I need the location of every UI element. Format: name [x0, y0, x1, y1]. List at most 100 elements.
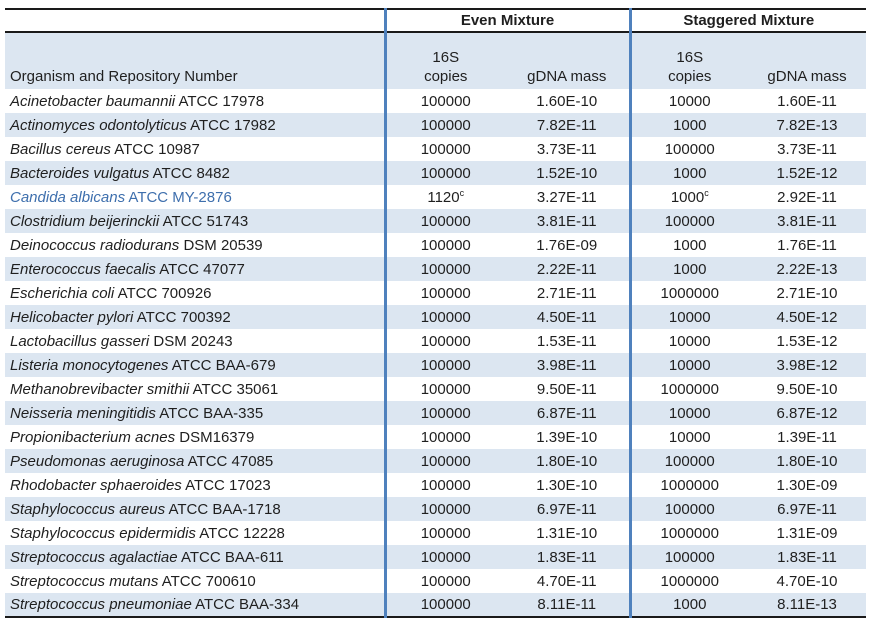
organism-cell: Deinococcus radiodurans DSM 20539: [5, 233, 385, 257]
even-16s-copies-cell: 100000: [383, 593, 505, 618]
staggered-gdna-mass-cell: 1.60E-11: [777, 92, 837, 110]
table-row: Escherichia coli ATCC 700926 100000 2.71…: [5, 281, 866, 305]
staggered-gdna-mass-cell: 2.22E-13: [776, 260, 838, 278]
species-name: Staphylococcus epidermidis: [10, 524, 196, 542]
staggered-16s-copies-cell: 100000: [628, 449, 748, 473]
even-mixture-header: Even Mixture: [383, 8, 630, 33]
staggered-16s-copies-cell: 1000: [628, 113, 748, 137]
repository-number: ATCC BAA-335: [159, 404, 264, 422]
species-name: Pseudomonas aeruginosa: [10, 452, 185, 470]
even-16s-label: 16S: [432, 49, 460, 66]
even-16s-copies-cell: 100000: [383, 473, 505, 497]
table-row: Helicobacter pylori ATCC 700392 100000 4…: [5, 305, 866, 329]
staggered-gdna-mass-cell: 1.76E-11: [777, 236, 837, 254]
sub-header-row: Organism and Repository Number 16S copie…: [5, 32, 866, 89]
table-row: Acinetobacter baumannii ATCC 17978 10000…: [5, 89, 866, 113]
staggered-16s-copies-cell: 10000: [628, 353, 748, 377]
staggered-gdna-mass-cell: 3.98E-12: [776, 356, 838, 374]
even-16s-copies-cell: 100000: [383, 329, 505, 353]
even-16s-copies-cell: 100000: [383, 545, 505, 569]
species-name: Deinococcus radiodurans: [10, 236, 180, 254]
table-row: Streptococcus mutans ATCC 700610 100000 …: [5, 569, 866, 593]
table-row: Deinococcus radiodurans DSM 20539 100000…: [5, 233, 866, 257]
even-16s-copies-cell: 100000: [383, 209, 505, 233]
organism-cell: Enterococcus faecalis ATCC 47077: [5, 257, 385, 281]
staggered-16s-copies-cell: 1000: [628, 593, 748, 618]
species-name: Helicobacter pylori: [10, 308, 134, 326]
even-16s-copies-cell: 100000: [383, 353, 505, 377]
table-row: Listeria monocytogenes ATCC BAA-679 1000…: [5, 353, 866, 377]
even-16s-copies-cell: 100000: [383, 425, 505, 449]
repository-number: ATCC 700392: [136, 308, 231, 326]
even-gdna-mass-cell: 4.70E-11: [536, 572, 597, 590]
even-gdna-mass-cell: 4.50E-11: [536, 308, 597, 326]
species-name: Bacillus cereus: [10, 140, 111, 158]
even-16s-copies-cell: 100000: [383, 497, 505, 521]
even-gdna-mass-cell: 3.98E-11: [536, 356, 597, 374]
staggered-16s-copies-header: 16S copies: [628, 32, 748, 89]
staggered-16s-label: 16S: [676, 49, 704, 66]
species-name: Acinetobacter baumannii: [10, 92, 176, 110]
organism-cell: Staphylococcus epidermidis ATCC 12228: [5, 521, 385, 545]
even-gdna-mass-cell: 3.81E-11: [536, 212, 597, 230]
organism-cell: Escherichia coli ATCC 700926: [5, 281, 385, 305]
repository-number: DSM 20539: [183, 236, 263, 254]
staggered-gdna-mass-cell: 2.92E-11: [777, 188, 837, 206]
even-16s-copies-cell: 100000: [383, 137, 505, 161]
species-name: Streptococcus agalactiae: [10, 548, 178, 566]
organism-cell: Streptococcus agalactiae ATCC BAA-611: [5, 545, 385, 569]
even-gdna-mass-cell: 1.52E-10: [536, 164, 598, 182]
even-gdna-mass-cell: 8.11E-11: [505, 593, 630, 618]
staggered-16s-copies-cell: 1000000: [628, 473, 748, 497]
repository-number: ATCC 51743: [162, 212, 249, 230]
species-name: Bacteroides vulgatus: [10, 164, 150, 182]
organism-header: Organism and Repository Number: [5, 32, 385, 89]
staggered-16s-copies-cell: 10000: [628, 305, 748, 329]
repository-number: ATCC BAA-334: [195, 596, 300, 613]
staggered-16s-copies-cell: 1000000: [628, 281, 748, 305]
even-16s-copies-cell: 100000: [383, 161, 505, 185]
even-copies-label: copies: [424, 68, 468, 85]
table-row: Enterococcus faecalis ATCC 47077 100000 …: [5, 257, 866, 281]
staggered-copies-label: copies: [668, 68, 712, 85]
staggered-16s-copies-cell: 100000: [628, 497, 748, 521]
repository-number: ATCC BAA-1718: [168, 500, 281, 518]
repository-number: ATCC 12228: [199, 524, 285, 542]
table-row: Pseudomonas aeruginosa ATCC 47085 100000…: [5, 449, 866, 473]
staggered-gdna-mass-cell: 3.81E-11: [777, 212, 837, 230]
table-row: Streptococcus pneumoniae ATCC BAA-334 10…: [5, 593, 866, 618]
staggered-gdna-mass-cell: 1.83E-11: [777, 548, 837, 566]
staggered-gdna-mass-cell: 6.87E-12: [776, 404, 838, 422]
organism-cell: Methanobrevibacter smithii ATCC 35061: [5, 377, 385, 401]
repository-number: ATCC BAA-611: [180, 548, 284, 566]
even-gdna-mass-cell: 1.80E-10: [536, 452, 598, 470]
staggered-gdna-mass-cell: 3.73E-11: [777, 140, 837, 158]
repository-number: ATCC MY-2876: [128, 188, 232, 206]
staggered-gdna-mass-cell: 1.30E-09: [776, 476, 838, 494]
staggered-16s-copies-cell: 1000000: [628, 521, 748, 545]
species-name: Actinomyces odontolyticus: [10, 116, 187, 134]
staggered-16s-copies-cell: 1000000: [628, 377, 748, 401]
even-gdna-mass-cell: 1.83E-11: [536, 548, 597, 566]
staggered-gdna-mass-cell: 2.71E-10: [776, 284, 838, 302]
even-gdna-mass-cell: 1.31E-10: [536, 524, 598, 542]
table-row: Propionibacterium acnes DSM16379 100000 …: [5, 425, 866, 449]
even-gdna-mass-cell: 6.87E-11: [536, 404, 597, 422]
organism-cell: Streptococcus mutans ATCC 700610: [5, 569, 385, 593]
species-name: Propionibacterium acnes: [10, 428, 176, 446]
even-gdna-mass-cell: 2.22E-11: [536, 260, 597, 278]
even-16s-copies-cell: 100000: [383, 401, 505, 425]
species-name: Escherichia coli: [10, 284, 115, 302]
mock-community-table: Even Mixture Staggered Mixture Organism …: [5, 8, 866, 618]
organism-cell: Listeria monocytogenes ATCC BAA-679: [5, 353, 385, 377]
even-16s-copies-cell: 100000: [383, 233, 505, 257]
even-16s-copies-cell: 100000: [383, 113, 505, 137]
even-gdna-mass-cell: 3.27E-11: [536, 188, 597, 206]
even-16s-copies-cell: 100000: [383, 257, 505, 281]
organism-cell: Rhodobacter sphaeroides ATCC 17023: [5, 473, 385, 497]
organism-cell: Actinomyces odontolyticus ATCC 17982: [5, 113, 385, 137]
staggered-gdna-mass-cell: 4.50E-12: [776, 308, 838, 326]
species-name: Rhodobacter sphaeroides: [10, 476, 182, 494]
even-16s-copies-cell: 100000: [383, 449, 505, 473]
even-gdna-mass-cell: 9.50E-11: [536, 380, 597, 398]
